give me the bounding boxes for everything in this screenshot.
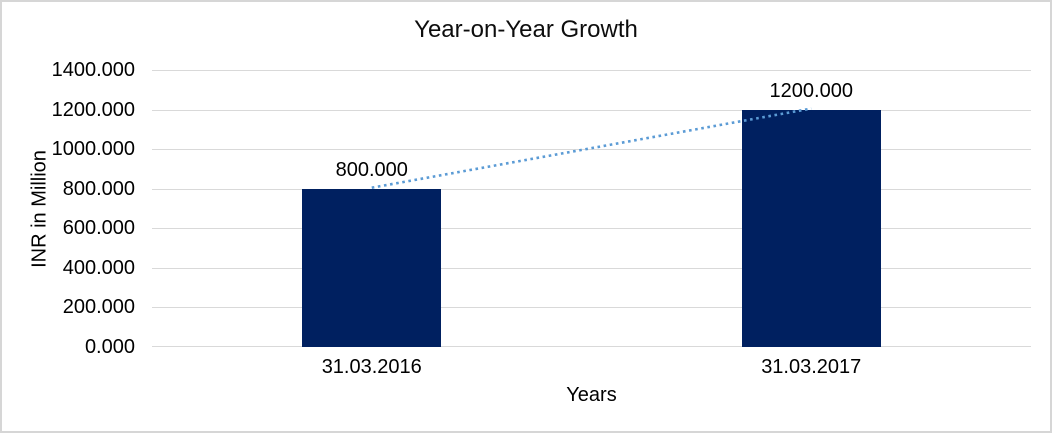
chart-title: Year-on-Year Growth (414, 16, 638, 43)
gridline (152, 267, 1031, 269)
category-label: 31.03.2016 (321, 356, 422, 378)
bar (741, 109, 881, 347)
y-tick-label: 1400.000 (51, 59, 135, 81)
y-tick-label: 1000.000 (51, 138, 135, 161)
gridline (152, 109, 1031, 111)
category-label: 31.03.2017 (761, 356, 862, 378)
data-label: 1200.000 (769, 79, 853, 102)
y-tick-label: 200.000 (62, 296, 135, 319)
y-tick-label: 1200.000 (51, 98, 135, 121)
y-tick-label: 800.000 (62, 177, 135, 200)
y-tick-label: 0.000 (84, 336, 135, 358)
gridline (152, 228, 1031, 230)
gridline (152, 346, 1031, 347)
gridline (152, 307, 1031, 309)
bar (302, 188, 442, 347)
y-axis-title: INR in Million (28, 150, 51, 268)
gridline (152, 70, 1031, 71)
gridline (152, 149, 1031, 151)
gridline (152, 188, 1031, 190)
x-axis-title: Years (566, 384, 617, 406)
plot-area (152, 70, 1031, 347)
y-tick-label: 600.000 (62, 217, 135, 240)
data-label: 800.000 (335, 158, 408, 181)
trendline (371, 107, 812, 189)
y-tick-label: 400.000 (62, 256, 135, 279)
